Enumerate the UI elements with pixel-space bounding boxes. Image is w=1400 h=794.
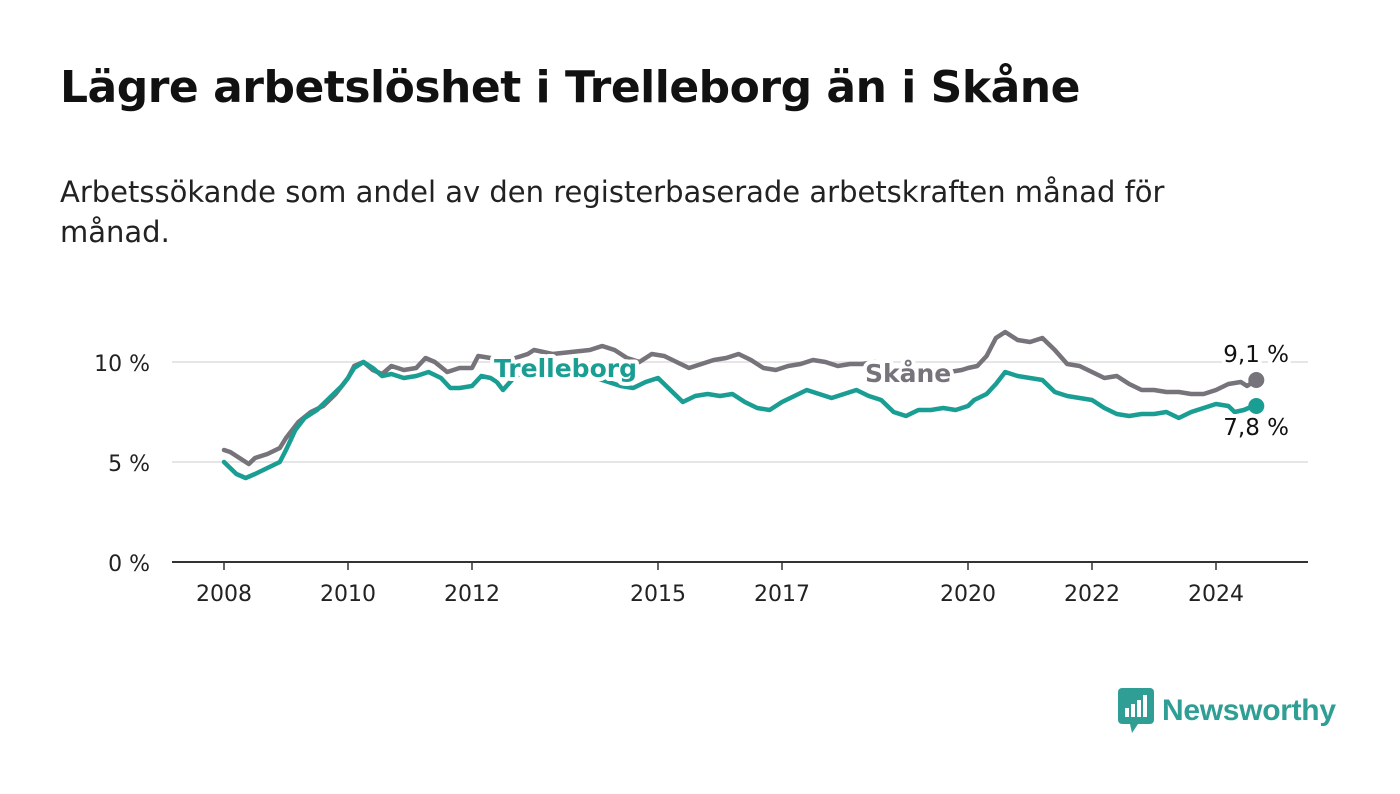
series-label-skane: Skåne [865, 359, 951, 388]
x-tick-label: 2017 [754, 582, 810, 607]
brand-name: Newsworthy [1162, 694, 1336, 727]
x-tick-label: 2022 [1064, 582, 1120, 607]
series-end-dot [1248, 398, 1265, 414]
end-label-trelleborg: 7,8 % [1223, 415, 1289, 441]
end-label-skane: 9,1 % [1223, 342, 1289, 368]
series-labels: Trelleborg Skåne 9,1 % 7,8 % [490, 338, 1293, 445]
y-tick-label: 5 % [108, 452, 150, 477]
chart-title: Lägre arbetslöshet i Trelleborg än i Skå… [60, 62, 1080, 113]
series-end-dot [1248, 372, 1265, 388]
series-label-trelleborg: Trelleborg [494, 354, 637, 383]
y-tick-label: 0 % [108, 552, 150, 577]
x-tick-label: 2020 [940, 582, 996, 607]
x-tick-label: 2008 [196, 582, 252, 607]
chart-subtitle: Arbetssökande som andel av den registerb… [60, 175, 1165, 249]
x-tick-label: 2015 [630, 582, 686, 607]
y-axis-ticks: 0 % 5 % 10 % [94, 352, 150, 577]
x-tick-label: 2010 [320, 582, 376, 607]
brand-logo[interactable]: Newsworthy [1118, 688, 1336, 734]
x-tick-label: 2024 [1188, 582, 1244, 607]
gridlines [172, 361, 1308, 463]
y-tick-label: 10 % [94, 352, 150, 377]
series-lines [221, 329, 1265, 481]
x-tick-label: 2012 [444, 582, 500, 607]
series-line-trelleborg [221, 359, 1259, 481]
newsworthy-logo-icon [1118, 688, 1154, 733]
x-axis: 2008 2010 2012 2015 2017 2020 2022 2024 [172, 561, 1308, 607]
